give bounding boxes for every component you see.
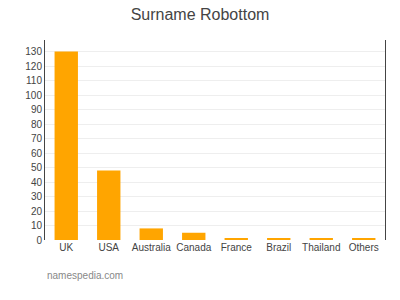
svg-text:10: 10 — [31, 220, 43, 231]
svg-text:120: 120 — [25, 61, 42, 72]
svg-text:130: 130 — [25, 46, 42, 57]
svg-text:Brazil: Brazil — [266, 242, 291, 253]
svg-text:France: France — [221, 242, 253, 253]
svg-text:Thailand: Thailand — [302, 242, 340, 253]
svg-text:40: 40 — [31, 177, 43, 188]
svg-text:20: 20 — [31, 206, 43, 217]
svg-text:100: 100 — [25, 90, 42, 101]
svg-text:90: 90 — [31, 104, 43, 115]
svg-text:110: 110 — [26, 75, 42, 86]
svg-text:30: 30 — [31, 191, 43, 202]
svg-text:80: 80 — [31, 119, 43, 130]
svg-text:Surname Robottom: Surname Robottom — [131, 6, 270, 23]
svg-text:Canada: Canada — [176, 242, 211, 253]
svg-text:UK: UK — [59, 242, 73, 253]
svg-text:Australia: Australia — [132, 242, 171, 253]
svg-text:USA: USA — [98, 242, 119, 253]
svg-text:70: 70 — [31, 133, 43, 144]
svg-text:0: 0 — [36, 235, 42, 246]
svg-text:60: 60 — [31, 148, 43, 159]
svg-text:namespedia.com: namespedia.com — [47, 270, 123, 281]
svg-text:Others: Others — [349, 242, 379, 253]
svg-text:50: 50 — [31, 162, 43, 173]
